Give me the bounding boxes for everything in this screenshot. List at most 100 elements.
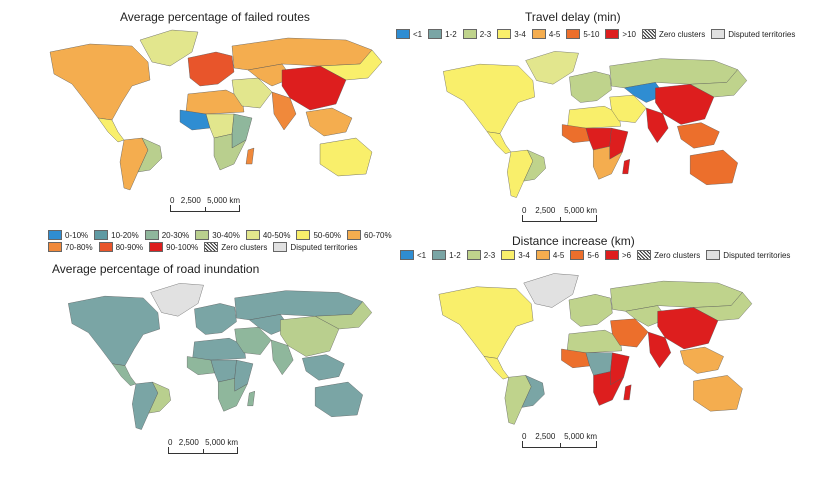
region-china <box>281 65 347 111</box>
legend-item: 2-3 <box>466 250 495 260</box>
region-australia <box>319 137 373 177</box>
legend-item: 50-60% <box>296 230 341 240</box>
scale-bar: 0 2,500 5,000 km <box>168 438 238 454</box>
legend-swatch <box>48 230 62 240</box>
legend-label: 90-100% <box>166 242 199 252</box>
legend-item: 60-70% <box>347 230 392 240</box>
legend-label: 50-60% <box>313 230 342 240</box>
world-map-road-inundation <box>68 283 373 430</box>
legend-item: 70-80% <box>48 242 93 252</box>
region-india <box>271 339 294 376</box>
legend-item: 10-20% <box>94 230 139 240</box>
legend-label: 10-20% <box>111 230 139 240</box>
legend-label: 3-4 <box>514 29 526 39</box>
region-central-america <box>111 363 137 386</box>
region-india <box>646 107 669 144</box>
legend-swatch <box>204 242 219 252</box>
legend-swatch <box>195 230 210 240</box>
legend-item: 90-100% <box>149 242 198 252</box>
region-west-africa <box>179 109 211 131</box>
scale-label-0: 0 <box>168 438 173 447</box>
region-central-america <box>483 356 509 380</box>
region-south-america-east <box>148 381 171 414</box>
region-south-america-east <box>521 374 545 408</box>
scale-label-5000: 5,000 km <box>207 196 240 205</box>
legend-swatch <box>605 29 620 39</box>
region-south-america-east <box>523 149 546 182</box>
legend-swatch <box>501 250 516 260</box>
region-india <box>271 91 297 131</box>
scale-label-2500: 2,500 <box>535 206 556 215</box>
legend-label: <1 <box>413 29 423 39</box>
scale-label-2500: 2,500 <box>535 432 556 441</box>
legend-swatch <box>706 250 721 260</box>
legend-swatch <box>144 230 159 240</box>
legend-item-disputed: Disputed territories <box>711 29 795 39</box>
legend-swatch <box>98 242 113 252</box>
legend-swatch <box>48 242 62 252</box>
legend-label: Disputed territories <box>290 242 358 252</box>
legend-swatch <box>396 29 410 39</box>
region-greenland <box>525 51 579 85</box>
legend-item-disputed: Disputed territories <box>273 242 358 252</box>
region-west-africa <box>561 348 590 369</box>
legend-label: 1-2 <box>449 250 461 260</box>
legend-item: 0-10% <box>48 230 88 240</box>
legend-swatch <box>432 250 447 260</box>
scale-bar: 0 2,500 5,000 km <box>170 196 240 212</box>
region-china <box>655 84 715 125</box>
legend-item: <1 <box>400 250 426 260</box>
legend-swatch <box>637 250 652 260</box>
region-australia <box>314 381 363 417</box>
legend-label: 80-90% <box>115 242 144 252</box>
legend-failed-routes: 0-10% 10-20% 20-30% 30-40% 40-50% 50-60% 60-70… <box>48 230 393 252</box>
legend-item: 80-90% <box>98 242 144 252</box>
region-west-africa <box>186 356 215 375</box>
region-central-america <box>486 131 512 154</box>
legend-label: >6 <box>621 250 632 260</box>
region-southern-africa <box>213 133 247 171</box>
legend-item: 5-6 <box>570 250 599 260</box>
region-north-america <box>443 63 535 134</box>
region-southern-africa <box>593 146 623 180</box>
region-north-america <box>49 43 151 121</box>
region-southeast-asia <box>305 107 353 137</box>
legend-label: 2-3 <box>479 29 492 39</box>
legend-swatch <box>535 250 550 260</box>
legend-swatch <box>566 29 581 39</box>
region-europe <box>187 51 235 87</box>
legend-item: 1-2 <box>428 29 457 39</box>
legend-item: 2-3 <box>462 29 492 39</box>
scale-bar: 0 2,500 5,000 km <box>522 432 597 448</box>
legend-label: 5-6 <box>587 250 599 260</box>
region-southeast-asia <box>302 354 345 381</box>
legend-label: 20-30% <box>161 230 190 240</box>
region-south-america-east <box>137 137 163 173</box>
legend-label: 4-5 <box>552 250 565 260</box>
region-west-africa <box>561 124 590 143</box>
legend-swatch <box>531 29 546 39</box>
legend-item: 20-30% <box>144 230 190 240</box>
legend-swatch <box>149 242 164 252</box>
legend-label: Disputed territories <box>728 29 796 39</box>
world-map-failed-routes <box>49 29 383 191</box>
region-madagascar <box>245 147 255 165</box>
region-greenland <box>150 283 204 317</box>
scale-label-0: 0 <box>522 432 527 441</box>
legend-travel-delay: <1 1-2 2-3 3-4 4-5 5-10 >10 Zero clusters Disput… <box>396 29 806 39</box>
legend-item: 30-40% <box>195 230 240 240</box>
legend-item: 3-4 <box>501 250 530 260</box>
region-europe <box>568 294 613 327</box>
legend-item: 5-10 <box>566 29 599 39</box>
legend-swatch <box>347 230 362 240</box>
legend-swatch <box>94 230 109 240</box>
legend-swatch <box>462 29 477 39</box>
panel-title-failed-routes: Average percentage of failed routes <box>120 10 310 24</box>
legend-label: 4-5 <box>548 29 561 39</box>
legend-label: 60-70% <box>364 230 392 240</box>
legend-item-zero-clusters: Zero clusters <box>637 250 700 260</box>
legend-swatch <box>497 29 512 39</box>
legend-swatch <box>466 250 481 260</box>
region-greenland <box>139 29 199 67</box>
region-central-america <box>97 117 125 143</box>
